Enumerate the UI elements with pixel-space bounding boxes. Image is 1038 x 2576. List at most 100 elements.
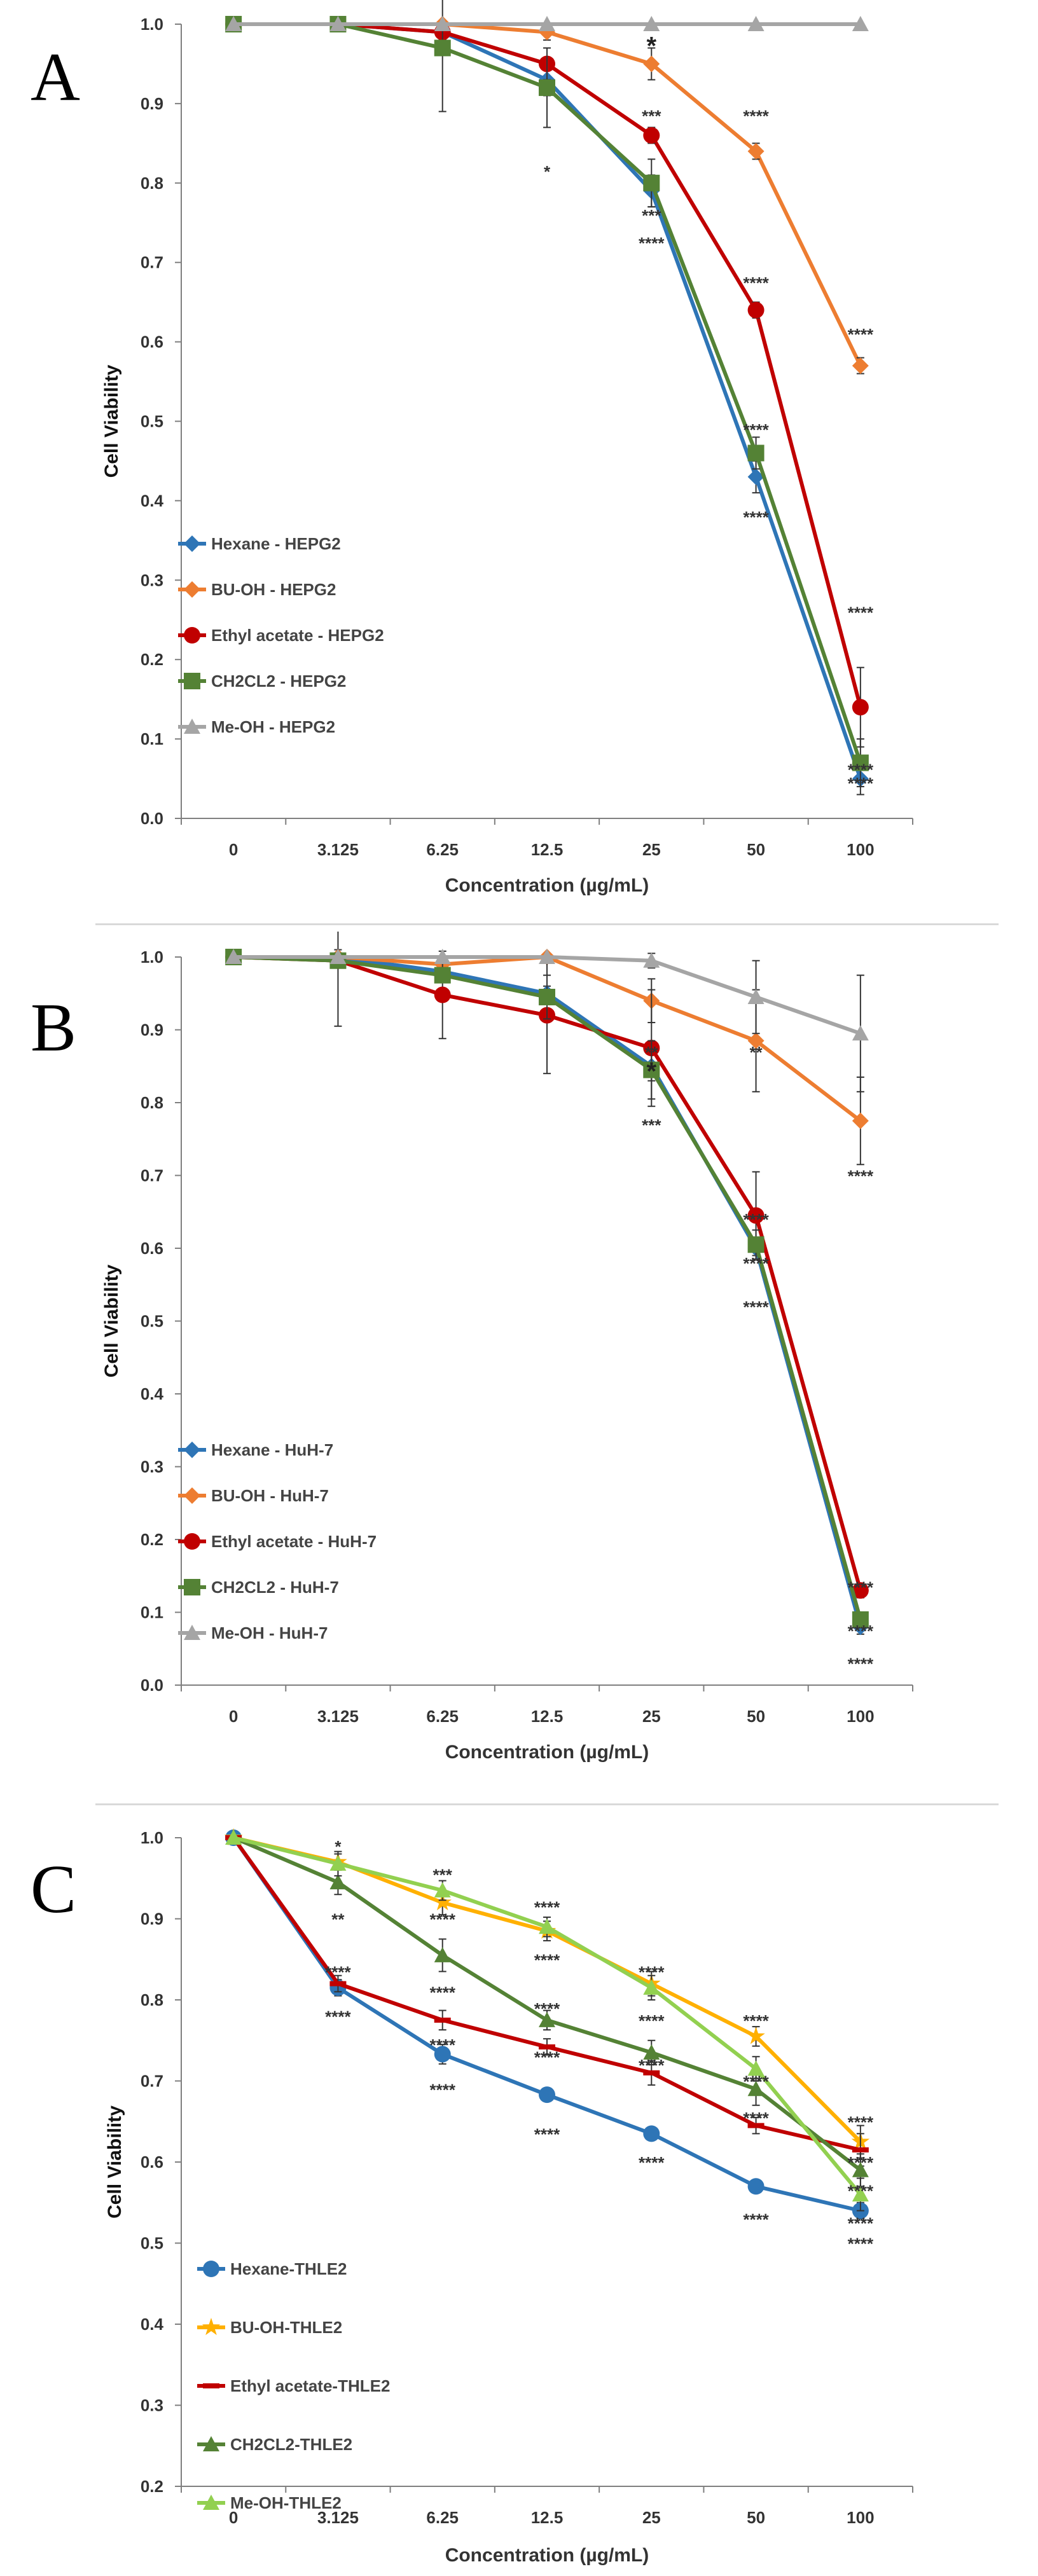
legend-entry: CH2CL2 - HuH-7	[178, 1578, 339, 1597]
significance-label: ****	[534, 2125, 560, 2144]
data-point	[852, 699, 869, 716]
panel-label-c: C	[31, 1852, 77, 1927]
significance-label: ****	[429, 1910, 455, 1929]
significance-label: ****	[325, 1962, 351, 1981]
x-tick-label: 3.125	[317, 2508, 359, 2527]
significance-label: ****	[743, 2072, 769, 2091]
legend-entry: Hexane - HEPG2	[178, 534, 341, 553]
legend-marker	[184, 673, 200, 689]
x-tick-label: 50	[747, 840, 765, 859]
legend-marker	[184, 1625, 200, 1641]
data-point	[747, 16, 765, 32]
x-tick-label: 6.25	[426, 1707, 459, 1726]
data-point	[852, 2147, 869, 2152]
significance-label: *	[646, 32, 656, 60]
y-axis-title: Cell Viability	[101, 364, 122, 478]
data-point	[539, 16, 555, 32]
y-axis-title: Cell Viability	[101, 1264, 122, 1377]
data-point	[643, 2070, 660, 2076]
significance-label: ****	[534, 1950, 560, 1969]
legend-label: Hexane-THLE2	[230, 2259, 347, 2278]
legend-entry: Hexane-THLE2	[197, 2259, 347, 2278]
y-tick-label: 1.0	[141, 1828, 163, 1847]
x-axis-title: Concentration (µg/mL)	[445, 2545, 649, 2566]
data-point	[852, 1025, 869, 1041]
legend-label: CH2CL2-THLE2	[230, 2435, 352, 2454]
x-axis-title: Concentration (µg/mL)	[445, 875, 649, 896]
x-tick-label: 100	[847, 1707, 874, 1726]
chart-c-svg: 0.2 0.3 0.4 0.5 0.6 0.7 0.8 0.9 1.0 0 3.125 6.25 12.…	[104, 1828, 913, 2566]
significance-label: ****	[429, 2080, 455, 2099]
significance-label: ***	[642, 1115, 661, 1134]
data-point	[852, 1611, 869, 1628]
y-tick-label: 0.4	[141, 1384, 164, 1403]
x-tick-label: 50	[747, 2508, 765, 2527]
legend-label: Me-OH - HEPG2	[211, 717, 335, 736]
x-tick-label: 3.125	[317, 1707, 359, 1726]
significance-label: ***	[433, 1865, 453, 1884]
y-tick-label: 0.3	[141, 1457, 163, 1477]
data-point	[852, 357, 869, 375]
data-point	[747, 2178, 765, 2195]
x-tick-label: 0	[229, 840, 238, 859]
data-point	[747, 2123, 765, 2128]
legend-entry: Hexane - HuH-7	[178, 1440, 333, 1459]
panel-label-a: A	[31, 39, 80, 115]
y-axis-title: Cell Viability	[104, 2105, 125, 2219]
significance-label: ****	[848, 325, 874, 344]
significance-label: **	[645, 1043, 658, 1062]
significance-label: *	[544, 162, 551, 181]
chart-panel-a: A 0.0 0.1 0.2 0.3 0.4 0.5 0.6 0.7 0.8 0.9 1.0 0 3.12…	[0, 0, 1038, 916]
significance-label: ****	[848, 603, 874, 622]
data-point	[434, 2046, 451, 2063]
significance-label: ****	[639, 2011, 665, 2030]
x-tick-label: 0	[229, 2508, 238, 2527]
y-tick-label: 0.6	[141, 1239, 163, 1258]
significance-label: ****	[639, 233, 665, 252]
legend-marker	[203, 2383, 219, 2388]
panel-label-b: B	[31, 990, 77, 1066]
significance-label: ****	[639, 2056, 665, 2075]
significance-label: ****	[743, 507, 769, 527]
x-tick-label: 6.25	[426, 2508, 459, 2527]
data-point	[434, 1946, 451, 1962]
significance-label: ****	[639, 1962, 665, 1981]
chart-a-svg: 0.0 0.1 0.2 0.3 0.4 0.5 0.6 0.7 0.8 0.9 1.0 0 3.125 6…	[101, 0, 913, 896]
x-tick-label: 12.5	[531, 1707, 564, 1726]
legend-entry: Ethyl acetate-THLE2	[197, 2376, 390, 2395]
data-point	[434, 1882, 451, 1898]
significance-label: ****	[848, 2153, 874, 2172]
chart-panel-b: B 0.0 0.1 0.2 0.3 0.4 0.5 0.6 0.7 0.8 0.9 1.0 0 3.12…	[0, 894, 1038, 1796]
significance-label: ****	[848, 1622, 874, 1641]
x-tick-label: 25	[642, 1707, 661, 1726]
significance-label: ****	[848, 2112, 874, 2132]
y-tick-label: 0.3	[141, 570, 163, 589]
y-tick-label: 0.4	[141, 491, 164, 510]
y-tick-label: 0.8	[141, 174, 163, 193]
legend-entry: Me-OH-THLE2	[197, 2493, 342, 2512]
x-tick-label: 25	[642, 2508, 661, 2527]
legend-marker	[184, 1533, 200, 1550]
significance-label: ***	[642, 206, 661, 225]
series-3	[225, 1835, 869, 2167]
significance-label: ****	[848, 774, 874, 793]
data-point	[852, 2186, 869, 2202]
x-tick-label: 12.5	[531, 2508, 564, 2527]
data-point	[852, 16, 869, 32]
significance-label: ****	[743, 2011, 769, 2030]
significance-label: **	[749, 1043, 763, 1062]
legend-label: Hexane - HEPG2	[211, 534, 341, 553]
significance-label: ****	[743, 1210, 769, 1229]
data-point	[747, 444, 765, 462]
y-tick-label: 0.0	[141, 1676, 163, 1695]
data-point	[539, 949, 555, 965]
series-4	[225, 0, 869, 788]
legend-marker	[203, 2436, 219, 2452]
y-tick-label: 0.2	[141, 650, 163, 669]
data-point	[434, 986, 451, 1003]
significance-label: ****	[848, 1167, 874, 1186]
legend-marker	[184, 1487, 200, 1504]
legend-marker	[202, 2318, 221, 2336]
legend-label: Ethyl acetate-THLE2	[230, 2376, 390, 2395]
legend-marker	[184, 627, 200, 644]
